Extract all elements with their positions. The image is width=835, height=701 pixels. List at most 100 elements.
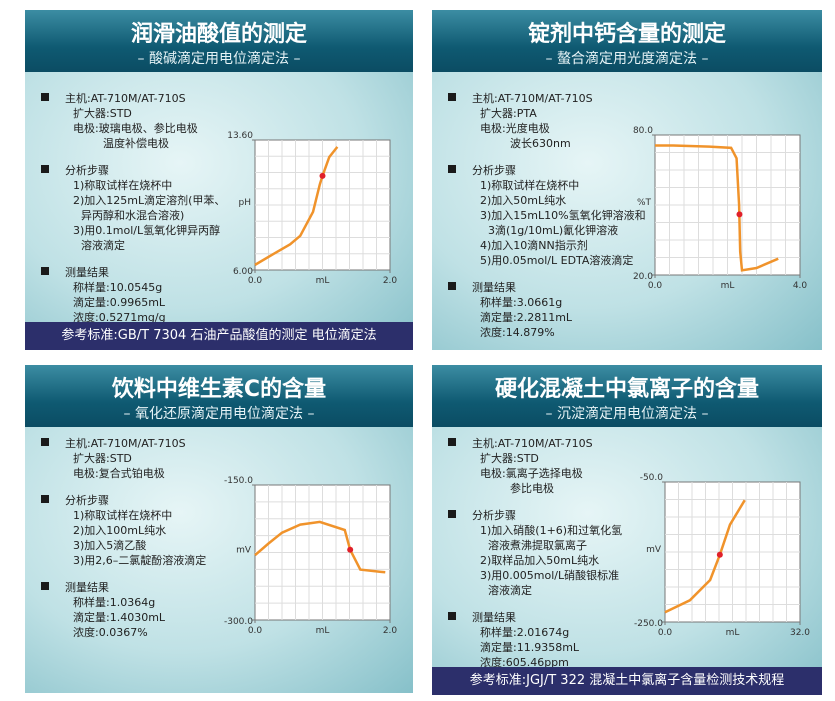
panel: 锭剂中钙含量的测定 – 螯合滴定用光度滴定法 – 主机:AT-710M/AT-710… bbox=[432, 10, 822, 350]
x-tick-label: 0.0 bbox=[248, 626, 263, 636]
y-tick-label: -150.0 bbox=[224, 476, 253, 486]
text-line: 滴定量:2.2811mL bbox=[480, 311, 573, 324]
y-tick-label: 6.00 bbox=[233, 267, 253, 277]
endpoint-marker bbox=[347, 546, 354, 553]
bullet bbox=[41, 267, 49, 275]
x-axis-label: mL bbox=[316, 276, 330, 286]
x-tick-label: 0.0 bbox=[648, 281, 663, 291]
text-line: 2)加入50mL纯水 bbox=[480, 194, 567, 207]
y-tick-label: 13.60 bbox=[227, 131, 253, 141]
panel-subtitle: – 氧化还原滴定用电位滴定法 – bbox=[123, 406, 315, 422]
y-tick-label: 20.0 bbox=[633, 272, 653, 282]
title-bar: 饮料中维生素C的含量 – 氧化还原滴定用电位滴定法 – bbox=[25, 365, 413, 427]
bullet bbox=[448, 165, 456, 173]
text-line: 主机:AT-710M/AT-710S bbox=[472, 92, 593, 105]
text-line: 浓度:0.0367% bbox=[73, 626, 148, 639]
text-line: 测量结果 bbox=[472, 281, 516, 294]
text-line: 2)加入100mL纯水 bbox=[73, 524, 167, 537]
endpoint-marker bbox=[716, 551, 723, 558]
endpoint-marker bbox=[736, 211, 743, 218]
bullet bbox=[41, 582, 49, 590]
bullet bbox=[41, 165, 49, 173]
panel-subtitle: – 沉淀滴定用电位滴定法 – bbox=[545, 406, 709, 422]
text-line: 2)加入125mL滴定溶剂(甲苯、 bbox=[73, 194, 226, 207]
text-line: 3)加入5滴乙酸 bbox=[73, 539, 147, 552]
panel-title: 润滑油酸值的测定 bbox=[130, 22, 307, 47]
text-line: 测量结果 bbox=[65, 581, 109, 594]
text-line: 1)称取试样在烧杯中 bbox=[73, 509, 173, 522]
text-line: 分析步骤 bbox=[472, 164, 516, 177]
text-line: 1)称取试样在烧杯中 bbox=[73, 179, 173, 192]
curve bbox=[254, 146, 339, 266]
title-bar: 硬化混凝土中氯离子的含量 – 沉淀滴定用电位滴定法 – bbox=[432, 365, 822, 427]
x-tick-label: 2.0 bbox=[383, 276, 398, 286]
y-axis-label: pH bbox=[239, 198, 251, 208]
text-line: 电极:光度电极 bbox=[480, 122, 550, 135]
panel: 润滑油酸值的测定 – 酸碱滴定用电位滴定法 – 主机:AT-710M/AT-710S… bbox=[25, 10, 413, 350]
text-line: 滴定量:1.4030mL bbox=[73, 611, 166, 624]
text-line: 称样量:10.0545g bbox=[73, 281, 163, 294]
y-axis-label: mV bbox=[236, 546, 252, 556]
panel-title: 饮料中维生素C的含量 bbox=[111, 377, 327, 402]
text-line: 1)称取试样在烧杯中 bbox=[480, 179, 580, 192]
text-line: 1)加入硝酸(1+6)和过氧化氢 bbox=[480, 524, 623, 537]
text-line: 主机:AT-710M/AT-710S bbox=[65, 92, 186, 105]
bullet bbox=[448, 510, 456, 518]
text-line: 分析步骤 bbox=[65, 164, 109, 177]
panel: 硬化混凝土中氯离子的含量 – 沉淀滴定用电位滴定法 – 主机:AT-710M/AT-… bbox=[432, 365, 822, 695]
bullet bbox=[41, 93, 49, 101]
text-line: 波长630nm bbox=[510, 137, 571, 150]
text-line: 5)用0.05mol/L EDTA溶液滴定 bbox=[480, 254, 634, 267]
text-line: 滴定量:0.9965mL bbox=[73, 296, 166, 309]
text-line: 电极:氯离子选择电极 bbox=[480, 467, 583, 480]
x-tick-label: 0.0 bbox=[658, 628, 673, 638]
text-line: 溶液滴定 bbox=[81, 239, 125, 252]
text-line: 扩大器:STD bbox=[73, 452, 132, 465]
chart: -300.0 -150.0 0.0 2.0 mL mV bbox=[224, 476, 398, 636]
panel-title: 硬化混凝土中氯离子的含量 bbox=[494, 377, 759, 402]
bullet bbox=[448, 282, 456, 290]
footer: 参考标准:JGJ/T 322 混凝土中氯离子含量检测技术规程 bbox=[432, 667, 822, 695]
text-line: 称样量:1.0364g bbox=[73, 596, 156, 609]
panel-subtitle: – 酸碱滴定用电位滴定法 – bbox=[137, 51, 301, 67]
text-line: 参比电极 bbox=[510, 482, 554, 495]
chart: 20.0 80.0 0.0 4.0 mL %T bbox=[633, 126, 807, 291]
x-axis-label: mL bbox=[726, 628, 740, 638]
text-line: 浓度:0.5271mg/g bbox=[73, 311, 166, 324]
bullet bbox=[41, 495, 49, 503]
bullet bbox=[448, 438, 456, 446]
text-line: 电极:玻璃电极、参比电极 bbox=[73, 122, 198, 135]
panel-title: 锭剂中钙含量的测定 bbox=[527, 22, 726, 47]
x-tick-label: 2.0 bbox=[383, 626, 398, 636]
text-line: 滴定量:11.9358mL bbox=[480, 641, 580, 654]
title-bar: 润滑油酸值的测定 – 酸碱滴定用电位滴定法 – bbox=[25, 10, 413, 72]
text-line: 浓度:605.46ppm bbox=[480, 656, 569, 669]
text-line: 测量结果 bbox=[65, 266, 109, 279]
text-line: 电极:复合式铂电极 bbox=[73, 467, 165, 480]
y-tick-label: -300.0 bbox=[224, 617, 253, 627]
y-tick-label: -250.0 bbox=[634, 619, 663, 629]
text-line: 3)用0.005mol/L硝酸银标准 bbox=[480, 569, 620, 582]
bullet bbox=[41, 438, 49, 446]
bullet bbox=[448, 93, 456, 101]
curve bbox=[664, 499, 746, 614]
y-axis-label: %T bbox=[637, 198, 652, 208]
chart: 6.00 13.60 0.0 2.0 mL pH bbox=[227, 131, 398, 286]
text-line: 扩大器:STD bbox=[480, 452, 539, 465]
text-line: 4)加入10滴NN指示剂 bbox=[480, 239, 588, 252]
text-line: 溶液煮沸提取氯离子 bbox=[488, 539, 587, 552]
curve bbox=[655, 144, 779, 272]
text-line: 扩大器:STD bbox=[73, 107, 132, 120]
text-line: 2)取样品加入50mL纯水 bbox=[480, 554, 600, 567]
panel: 饮料中维生素C的含量 – 氧化还原滴定用电位滴定法 – 主机:AT-710M/AT-… bbox=[25, 365, 413, 693]
text-line: 扩大器:PTA bbox=[480, 107, 537, 120]
chart: -250.0 -50.0 0.0 32.0 mL mV bbox=[634, 473, 810, 638]
title-bar: 锭剂中钙含量的测定 – 螯合滴定用光度滴定法 – bbox=[432, 10, 822, 72]
text-line: 分析步骤 bbox=[65, 494, 109, 507]
bullet bbox=[448, 612, 456, 620]
text-line: 3)用2,6–二氯靛酚溶液滴定 bbox=[73, 554, 207, 567]
footer: 参考标准:GB/T 7304 石油产品酸值的测定 电位滴定法 bbox=[25, 322, 413, 350]
y-tick-label: 80.0 bbox=[633, 126, 653, 136]
endpoint-marker bbox=[319, 172, 326, 179]
